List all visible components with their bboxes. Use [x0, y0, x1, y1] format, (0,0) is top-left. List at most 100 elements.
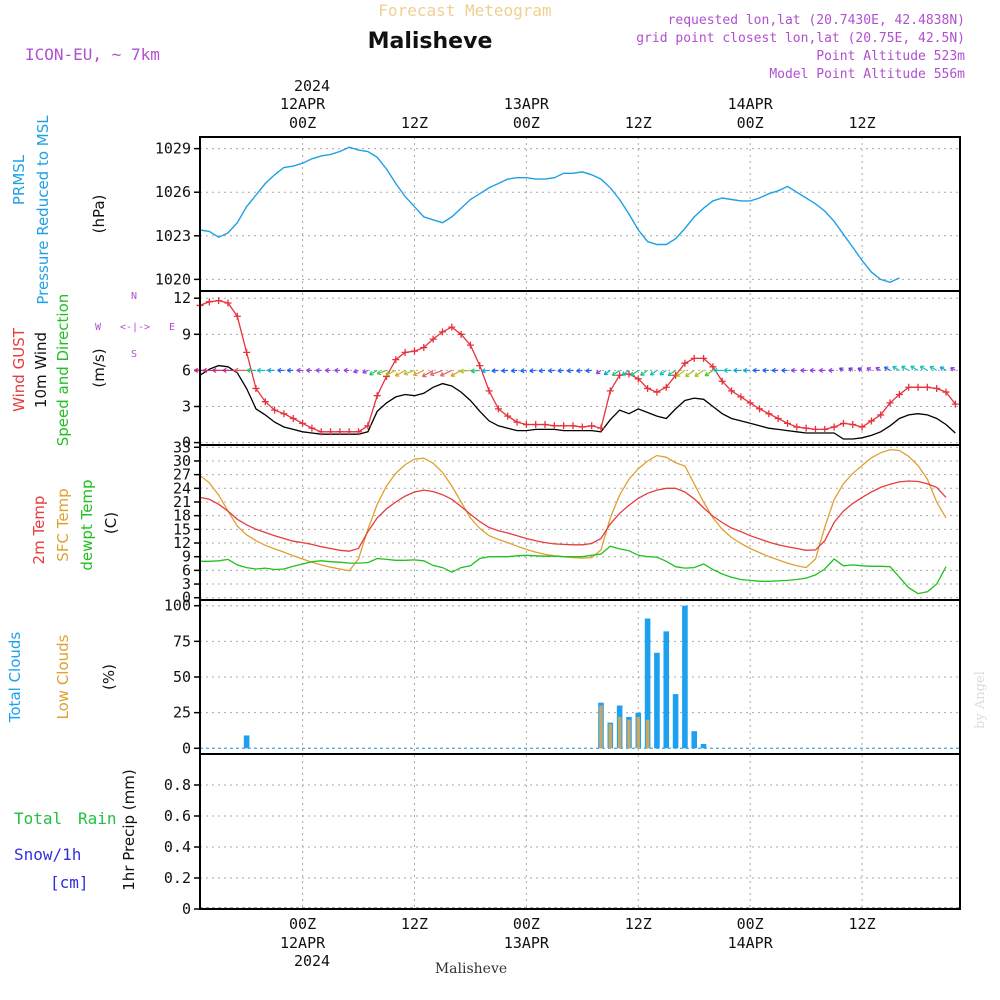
pressure-label-msl: Pressure Reduced to MSL [34, 115, 52, 305]
gridpoint-coords: grid point closest lon,lat (20.75E, 42.5… [636, 31, 965, 46]
wind-direction-head [394, 372, 400, 377]
gust-marker [252, 384, 260, 392]
panel-frame-5 [199, 753, 961, 910]
wind-direction-arrow [929, 366, 937, 371]
gust-marker [373, 392, 381, 400]
precip-cm-label: [cm] [50, 873, 89, 892]
gust-marker [839, 419, 847, 427]
wind-direction-head [809, 367, 814, 373]
sfc-temp-line [199, 448, 947, 572]
bottom-time-label: 12Z [849, 915, 876, 933]
wind-direction-head [334, 367, 339, 373]
pressure-line [199, 146, 900, 284]
wind-direction-head [950, 367, 955, 372]
gust-marker [448, 323, 456, 331]
gust-marker [429, 335, 437, 343]
ytick-label: 0 [182, 739, 191, 757]
gust-marker [289, 415, 297, 423]
gust-marker [485, 387, 493, 395]
wind-direction-head [439, 372, 445, 377]
t2m-line [199, 480, 947, 552]
wind-direction-arrow [659, 369, 667, 376]
wind-direction-head [684, 372, 690, 378]
gust-marker [662, 383, 670, 391]
gust-marker [756, 405, 764, 413]
wind-direction-head [752, 367, 757, 373]
ytick-label: 25 [173, 704, 191, 722]
wind-direction-head [838, 367, 844, 372]
wind-direction-head [450, 372, 456, 377]
wind-direction-arrow [694, 369, 704, 377]
temp-2m-label: 2m Temp [30, 496, 48, 565]
ytick-label: 33 [173, 438, 191, 456]
wind-direction-arrow [650, 369, 658, 376]
wind-direction-head [630, 371, 635, 377]
total-cloud-bar [691, 731, 698, 749]
wind-direction-head [194, 367, 199, 373]
wind-direction-head [501, 368, 506, 374]
gust-marker [905, 383, 913, 391]
gust-marker [457, 330, 465, 338]
gust-marker [783, 419, 791, 427]
gust-marker [280, 410, 288, 418]
wind-direction-head [529, 368, 534, 374]
wind-direction-head [659, 370, 665, 376]
gust-marker [224, 299, 232, 307]
gust-marker [718, 377, 726, 385]
gust-marker [616, 371, 624, 379]
wind-direction-head [595, 369, 601, 375]
wind-direction-arrow [704, 369, 714, 377]
total-cloud-bar [682, 605, 688, 749]
wind-direction-head [557, 368, 562, 374]
wind-direction-head [256, 367, 261, 373]
gust-marker [811, 425, 819, 433]
wind-direction-head [585, 368, 590, 374]
wind-direction-arrow [376, 369, 387, 375]
wind-direction-head [762, 367, 767, 373]
ytick-label: 0.4 [164, 838, 191, 856]
wind-direction-head [713, 367, 718, 373]
ytick-label: 1029 [155, 140, 191, 158]
wind-direction-head [421, 372, 427, 378]
ytick-label: 15 [173, 520, 191, 538]
ytick-label: 50 [173, 668, 191, 686]
precip-snow-label: Snow/1h [14, 845, 81, 864]
gust-marker [355, 428, 363, 436]
panel-frame-1 [199, 136, 961, 292]
wind-unit: (m/s) [90, 348, 108, 387]
model-altitude: Model Point Altitude 556m [769, 67, 965, 82]
top-time-label: 00Z [737, 114, 764, 132]
wind-direction-arrow [422, 369, 434, 378]
wind-direction-arrow [667, 369, 676, 377]
wind-direction-arrow [450, 369, 462, 377]
ytick-label: 75 [173, 632, 191, 650]
wind-direction-arrow [481, 369, 490, 372]
wind-direction-arrow [413, 369, 425, 376]
gust-marker [588, 422, 596, 430]
wind-direction-head [819, 367, 824, 373]
wind-direction-head [649, 371, 655, 376]
gust-marker [215, 297, 223, 305]
gust-marker [951, 400, 959, 408]
grid-layer [194, 137, 960, 910]
wind-direction-arrow [440, 369, 453, 377]
ytick-label: 0.2 [164, 869, 191, 887]
wind-direction-head [848, 367, 853, 372]
wind-direction-head [234, 367, 239, 373]
ytick-label: 0 [182, 589, 191, 607]
gust-marker [438, 328, 446, 336]
gust-marker [653, 388, 661, 396]
gust-marker [392, 356, 400, 364]
ytick-label: 0 [182, 900, 191, 918]
compass-e: E [169, 322, 175, 333]
wind-direction-head [277, 367, 282, 373]
wind-direction-head [675, 372, 681, 377]
gust-marker [308, 424, 316, 432]
gust-marker [746, 399, 754, 407]
wind-direction-head [742, 367, 748, 373]
wind-direction-head [576, 368, 581, 374]
gust-marker [205, 298, 213, 306]
compass-arrows: <-|-> [120, 322, 150, 333]
wind-direction-arrow [385, 369, 397, 376]
gust-marker [243, 348, 251, 356]
